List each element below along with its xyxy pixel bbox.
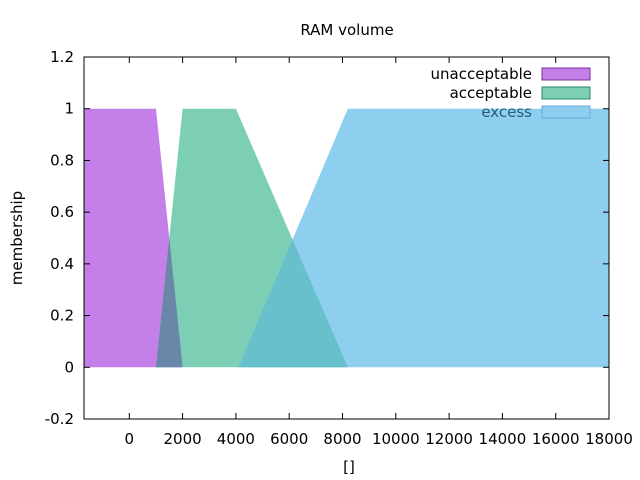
- y-tick-label: 0.4: [50, 255, 74, 273]
- y-axis-label: membership: [8, 191, 26, 285]
- legend-label-acceptable: acceptable: [450, 84, 532, 102]
- x-tick-label: 0: [125, 430, 135, 448]
- y-tick-label: 0.2: [50, 307, 74, 325]
- x-tick-label: 14000: [479, 430, 527, 448]
- overlap-layer: [155, 238, 348, 368]
- legend-swatch-unacceptable: [541, 67, 591, 81]
- overlap-unacceptable-acceptable: [155, 238, 183, 368]
- x-tick-label: 4000: [217, 430, 255, 448]
- x-axis-label: []: [343, 458, 355, 476]
- legend-label-unacceptable: unacceptable: [431, 65, 532, 83]
- x-tick-label: 18000: [585, 430, 633, 448]
- x-tick-label: 10000: [372, 430, 420, 448]
- chart-title: RAM volume: [300, 21, 393, 39]
- plot-frame: [83, 56, 610, 420]
- series-area-unacceptable: [84, 108, 183, 368]
- legend-label-excess: excess: [481, 103, 532, 121]
- legend-swatch-acceptable: [541, 86, 591, 100]
- y-tick-label: 1: [64, 100, 74, 118]
- y-tick-label: -0.2: [45, 410, 74, 428]
- overlap-acceptable-excess: [238, 239, 348, 368]
- series-layer: [84, 108, 609, 368]
- y-tick-label: 0.6: [50, 203, 74, 221]
- ticks-layer: 0 2000 4000 6000 8000 10000 12000 14000 16000 180…: [45, 48, 633, 448]
- legend-swatch-excess: [541, 105, 591, 119]
- y-tick-label: 0.8: [50, 151, 74, 169]
- x-tick-label: 8000: [323, 430, 361, 448]
- y-tick-label: 1.2: [50, 48, 74, 66]
- x-tick-label: 16000: [532, 430, 580, 448]
- y-tick-label: 0: [64, 358, 74, 376]
- x-tick-label: 12000: [425, 430, 473, 448]
- x-tick-label: 2000: [164, 430, 202, 448]
- x-tick-label: 6000: [270, 430, 308, 448]
- series-area-excess: [238, 108, 609, 368]
